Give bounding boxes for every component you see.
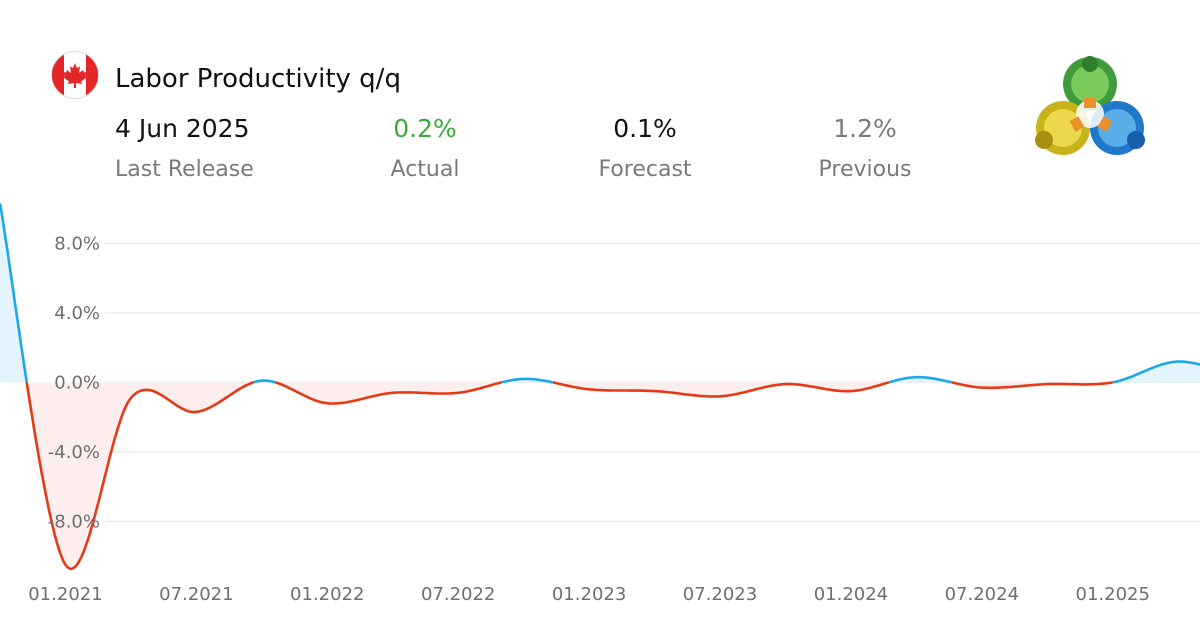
x-tick-label: 07.2024 xyxy=(945,584,1019,605)
x-tick-label: 01.2022 xyxy=(290,584,364,605)
negative-line-segment xyxy=(951,381,1113,390)
x-tick-label: 07.2023 xyxy=(683,584,757,605)
x-tick-label: 01.2025 xyxy=(1076,584,1150,605)
negative-line-segment xyxy=(551,381,890,398)
forecast-value: 0.1% xyxy=(613,114,677,143)
negative-line-segment xyxy=(25,381,254,571)
indicator-title: Labor Productivity q/q xyxy=(115,64,401,94)
forecast-label: Forecast xyxy=(598,157,692,182)
y-tick-label: 4.0% xyxy=(54,303,100,324)
y-tick-label: 8.0% xyxy=(54,233,100,254)
actual-value: 0.2% xyxy=(393,114,457,143)
positive-line-segment xyxy=(252,379,277,384)
y-tick-label: 0.0% xyxy=(54,372,100,393)
y-tick-label: -8.0% xyxy=(48,511,100,532)
negative-area xyxy=(26,382,254,569)
positive-line-segment xyxy=(500,377,554,384)
positive-line-segment xyxy=(888,375,953,384)
positive-line-segment xyxy=(0,203,29,383)
canada-flag-icon xyxy=(51,51,99,99)
x-tick-label: 01.2024 xyxy=(814,584,888,605)
x-tick-label: 01.2023 xyxy=(552,584,626,605)
positive-area xyxy=(1112,361,1200,383)
last-release-date: 4 Jun 2025 xyxy=(115,114,250,143)
last-release-label: Last Release xyxy=(115,157,254,182)
actual-label: Actual xyxy=(390,157,460,182)
previous-value: 1.2% xyxy=(833,114,897,143)
x-tick-label: 07.2022 xyxy=(421,584,495,605)
x-tick-label: 07.2021 xyxy=(159,584,233,605)
x-tick-label: 01.2021 xyxy=(28,584,102,605)
negative-area xyxy=(552,382,889,397)
previous-label: Previous xyxy=(818,157,912,182)
positive-line-segment xyxy=(1112,360,1200,384)
metatrader-logo-icon xyxy=(1035,56,1145,155)
y-tick-label: -4.0% xyxy=(48,442,100,463)
negative-line-segment xyxy=(275,381,502,405)
